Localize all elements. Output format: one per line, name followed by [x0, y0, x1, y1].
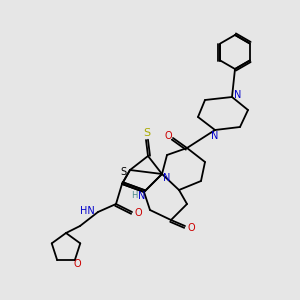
Text: N: N — [234, 90, 242, 100]
Text: N: N — [211, 131, 219, 141]
Text: O: O — [134, 208, 142, 218]
Text: O: O — [73, 259, 81, 269]
Text: N: N — [163, 173, 171, 183]
Text: N: N — [138, 191, 146, 201]
Text: H: H — [131, 191, 137, 200]
Text: HN: HN — [80, 206, 95, 216]
Text: S: S — [143, 128, 151, 138]
Text: O: O — [164, 131, 172, 141]
Text: O: O — [187, 223, 195, 233]
Text: S: S — [120, 167, 126, 177]
